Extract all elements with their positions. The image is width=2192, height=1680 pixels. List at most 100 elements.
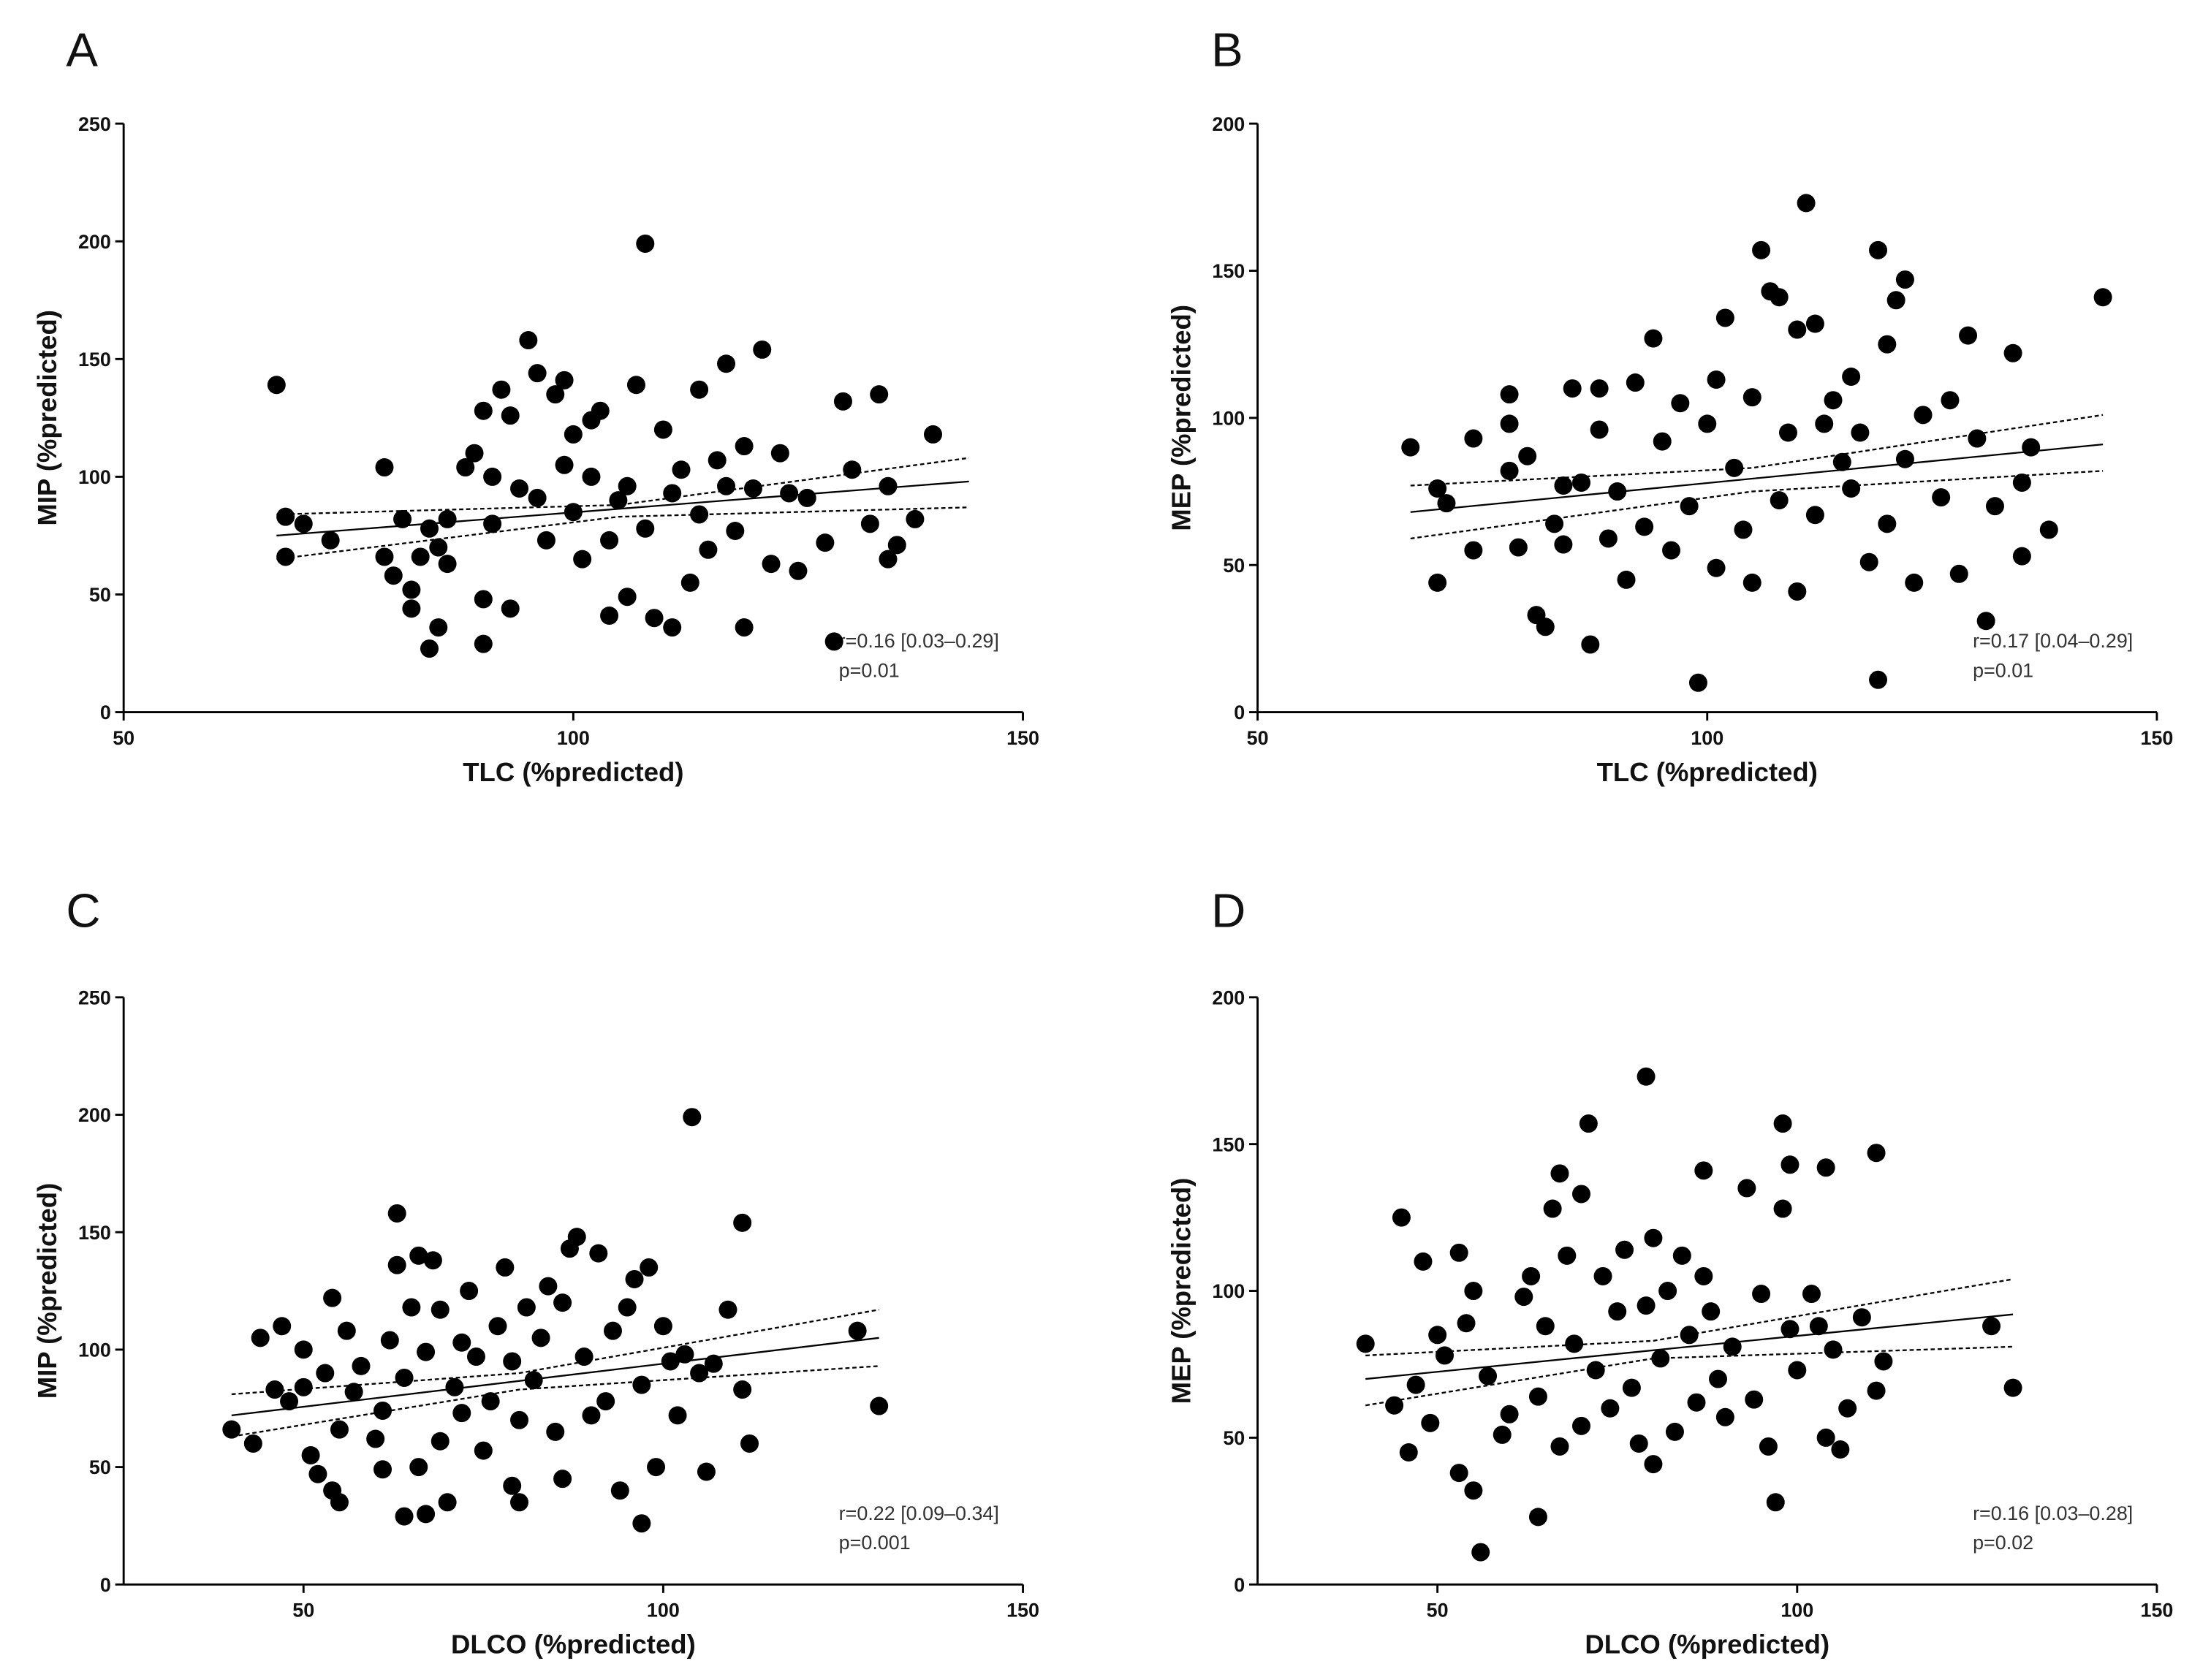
point <box>1707 558 1726 577</box>
confidence-band <box>231 1365 879 1437</box>
point <box>1399 1443 1418 1462</box>
point <box>1742 573 1761 592</box>
point <box>294 1377 313 1396</box>
point <box>1851 423 1870 442</box>
point <box>582 467 601 486</box>
point <box>555 455 574 474</box>
confidence-band <box>1365 1345 2014 1407</box>
point <box>402 599 421 618</box>
point <box>1869 240 1888 259</box>
point <box>344 1383 363 1402</box>
point <box>1715 308 1734 327</box>
point <box>251 1329 270 1348</box>
point <box>294 514 313 533</box>
point <box>718 1300 737 1319</box>
point <box>1778 423 1797 442</box>
y-axis-title: MEP (%predicted) <box>1166 1178 1196 1405</box>
point <box>1698 414 1717 433</box>
point <box>387 1204 406 1223</box>
point <box>2039 520 2058 539</box>
point <box>330 1420 349 1439</box>
point <box>1742 388 1761 407</box>
point <box>735 618 754 637</box>
y-axis-title: MIP (%predicted) <box>32 310 62 526</box>
annotation: p=0.01 <box>839 660 900 682</box>
point <box>636 519 655 538</box>
point <box>1590 379 1609 398</box>
point <box>690 380 709 399</box>
x-axis-title: TLC (%predicted) <box>1597 757 1818 787</box>
point <box>1554 535 1573 554</box>
point <box>603 1321 622 1340</box>
point <box>753 340 772 359</box>
point <box>420 519 439 538</box>
point <box>770 444 789 463</box>
point <box>1788 320 1807 339</box>
point <box>1805 506 1824 525</box>
x-tick-label: 50 <box>1427 1600 1449 1622</box>
point <box>1509 538 1528 557</box>
point <box>1500 1405 1519 1424</box>
point <box>879 476 898 495</box>
point <box>1878 335 1897 354</box>
confidence-band <box>1365 1278 2014 1357</box>
x-tick-label: 150 <box>1006 1600 1039 1622</box>
point <box>589 1244 608 1263</box>
point <box>1766 1493 1785 1512</box>
point <box>1723 1337 1742 1356</box>
point <box>2003 1378 2022 1397</box>
point <box>1869 670 1888 689</box>
y-tick-label: 50 <box>89 584 111 606</box>
y-tick-label: 150 <box>78 349 111 370</box>
point <box>1688 673 1707 692</box>
point <box>1968 429 1987 448</box>
point <box>1550 1164 1569 1183</box>
point <box>1694 1161 1713 1180</box>
point <box>1759 1437 1778 1456</box>
point <box>1737 1179 1756 1198</box>
point <box>1414 1252 1433 1271</box>
point <box>1780 1320 1800 1339</box>
point <box>1788 1361 1807 1380</box>
point <box>1842 367 1861 386</box>
point <box>780 484 799 503</box>
confidence-band <box>1410 414 2104 487</box>
point <box>1815 414 1834 433</box>
fit-line <box>231 1337 879 1417</box>
point <box>438 1493 457 1512</box>
x-tick-label: 50 <box>1247 727 1269 749</box>
point <box>1528 1508 1547 1527</box>
point <box>301 1446 320 1465</box>
annotation: p=0.02 <box>1973 1532 2033 1554</box>
point <box>1707 370 1726 389</box>
point <box>663 484 682 503</box>
point <box>1565 1334 1584 1353</box>
point <box>409 1458 428 1477</box>
point <box>1878 514 1897 533</box>
point <box>1464 1481 1483 1500</box>
y-tick-label: 200 <box>1212 987 1245 1008</box>
point <box>704 1354 723 1373</box>
point <box>1824 391 1843 410</box>
point <box>625 1269 644 1288</box>
point <box>610 1481 629 1500</box>
x-tick-label: 150 <box>2140 727 2173 749</box>
point <box>375 547 394 566</box>
point <box>1709 1369 1728 1388</box>
point <box>466 1348 485 1367</box>
point <box>1626 373 1645 392</box>
point <box>1658 1282 1677 1301</box>
point <box>816 533 835 552</box>
point <box>2012 547 2031 566</box>
point <box>1687 1393 1706 1412</box>
point <box>1752 1285 1771 1304</box>
annotation: r=0.17 [0.04–0.29] <box>1973 630 2133 652</box>
point <box>1392 1208 1411 1227</box>
point <box>1464 429 1483 448</box>
point <box>323 1288 342 1307</box>
panel-letter: A <box>66 23 98 76</box>
panel-letter: C <box>66 884 100 938</box>
x-tick-label: 50 <box>113 727 134 749</box>
x-tick-label: 100 <box>557 727 590 749</box>
y-tick-label: 250 <box>78 987 111 1008</box>
